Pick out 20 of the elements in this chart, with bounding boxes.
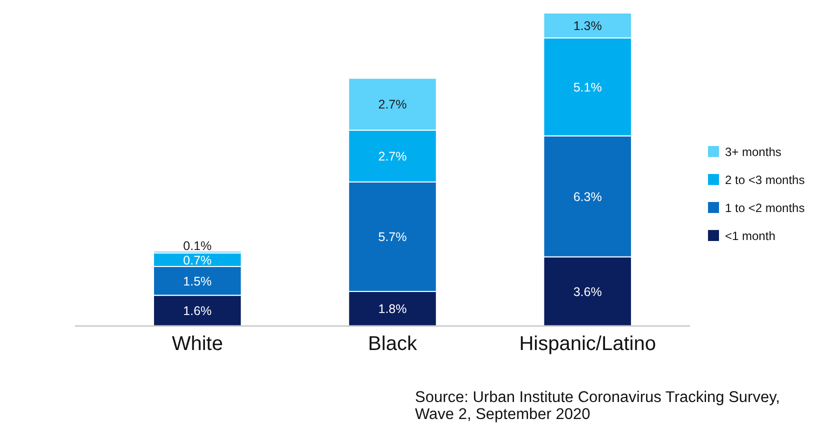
legend-label: 2 to <3 months	[725, 173, 805, 187]
source-note: Source: Urban Institute Coronavirus Tracking Survey, Wave 2, September 2020	[415, 389, 780, 423]
data-label: 1.6%	[183, 304, 212, 318]
data-label: 2.7%	[378, 150, 407, 164]
x-tick-label: Hispanic/Latino	[519, 333, 656, 355]
x-tick-label: Black	[368, 333, 418, 355]
data-label: 5.7%	[378, 230, 407, 244]
data-label: 2.7%	[378, 98, 407, 112]
data-label: 1.5%	[183, 274, 212, 288]
legend-label: 1 to <2 months	[725, 201, 805, 215]
data-label: 1.3%	[573, 18, 602, 33]
x-tick-label: White	[172, 333, 223, 355]
data-label: 3.6%	[573, 284, 602, 299]
data-label: 6.3%	[573, 190, 602, 204]
data-label: 0.7%	[183, 253, 212, 268]
legend-label: <1 month	[725, 229, 776, 243]
data-label: 0.1%	[183, 239, 212, 254]
data-label: 5.1%	[573, 80, 602, 94]
legend-label: 3+ months	[725, 145, 782, 159]
data-label: 1.8%	[378, 302, 407, 316]
